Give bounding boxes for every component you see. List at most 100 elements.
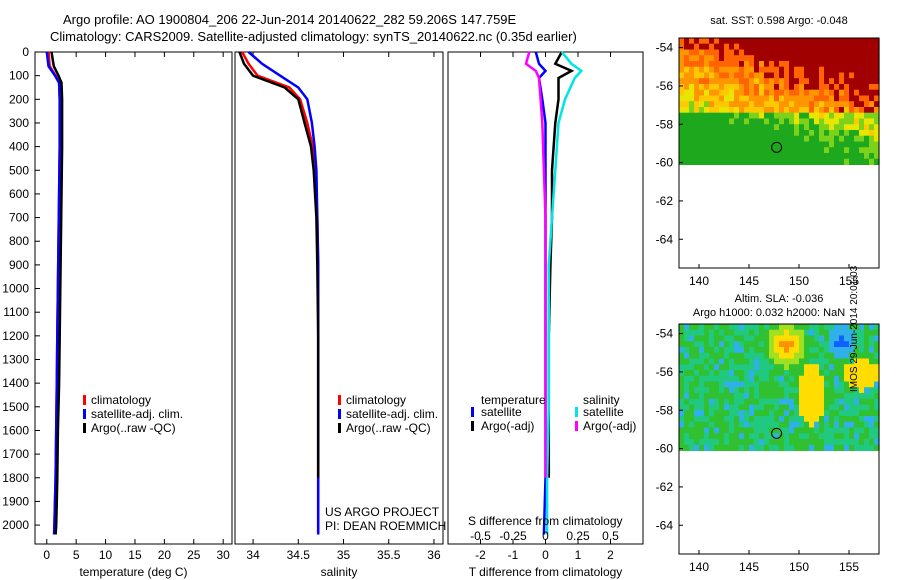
- heatmap-cell: [869, 118, 875, 125]
- heatmap-cell: [679, 147, 685, 154]
- heatmap-cell: [734, 95, 740, 102]
- heatmap-cell: [814, 66, 820, 73]
- heatmap-cell: [724, 381, 730, 388]
- heatmap-cell: [849, 381, 855, 388]
- heatmap-cell: [854, 141, 860, 148]
- heatmap-cell: [699, 95, 705, 102]
- heatmap-cell: [859, 141, 865, 148]
- heatmap-cell: [819, 335, 825, 342]
- heatmap-cell: [719, 381, 725, 388]
- heatmap-cell: [849, 358, 855, 365]
- heatmap-cell: [779, 130, 785, 137]
- heatmap-cell: [749, 416, 755, 423]
- heatmap-cell: [789, 375, 795, 382]
- heatmap-cell: [799, 158, 805, 165]
- heatmap-cell: [699, 433, 705, 440]
- heatmap-cell: [774, 352, 780, 359]
- heatmap-cell: [754, 439, 760, 446]
- heatmap-cell: [779, 421, 785, 428]
- heatmap-cell: [714, 72, 720, 79]
- heatmap-cell: [849, 61, 855, 68]
- heatmap-cell: [734, 112, 740, 119]
- legend-swatch: [338, 395, 341, 405]
- heatmap-cell: [789, 158, 795, 165]
- heatmap-cell: [689, 78, 695, 85]
- heatmap-cell: [804, 404, 810, 411]
- heatmap-cell: [689, 439, 695, 446]
- heatmap-cell: [844, 101, 850, 108]
- heatmap-cell: [774, 95, 780, 102]
- heatmap-cell: [819, 381, 825, 388]
- heatmap-cell: [874, 89, 880, 96]
- heatmap-cell: [749, 347, 755, 354]
- heatmap-cell: [819, 358, 825, 365]
- heatmap-cell: [839, 329, 845, 336]
- y-tick-label: 1200: [2, 329, 29, 343]
- heatmap-cell: [739, 95, 745, 102]
- heatmap-cell: [784, 89, 790, 96]
- heatmap-cell: [754, 393, 760, 400]
- heatmap-cell: [724, 38, 730, 45]
- heatmap-cell: [684, 118, 690, 125]
- heatmap-cell: [774, 347, 780, 354]
- heatmap-cell: [689, 43, 695, 50]
- heatmap-cell: [714, 61, 720, 68]
- heatmap-cell: [864, 352, 870, 359]
- map-subtitle: Argo h1000: 0.032 h2000: NaN: [693, 307, 845, 319]
- heatmap-cell: [759, 55, 765, 62]
- heatmap-cell: [784, 66, 790, 73]
- heatmap-cell: [739, 43, 745, 50]
- heatmap-cell: [874, 158, 880, 165]
- heatmap-cell: [719, 49, 725, 56]
- heatmap-cell: [789, 393, 795, 400]
- heatmap-cell: [864, 101, 870, 108]
- heatmap-cell: [704, 352, 710, 359]
- heatmap-cell: [869, 130, 875, 137]
- heatmap-cell: [749, 393, 755, 400]
- heatmap-cell: [844, 427, 850, 434]
- heatmap-cell: [679, 416, 685, 423]
- heatmap-cell: [734, 49, 740, 56]
- x-tick-label: 0: [542, 548, 549, 562]
- x-tick-label: 10: [99, 548, 113, 562]
- heatmap-cell: [814, 439, 820, 446]
- heatmap-cell: [809, 124, 815, 131]
- heatmap-cell: [784, 95, 790, 102]
- heatmap-cell: [849, 55, 855, 62]
- legend-label: satellite-adj. clim.: [91, 407, 183, 421]
- heatmap-cell: [814, 352, 820, 359]
- series-line: [50, 51, 64, 535]
- heatmap-cell: [784, 398, 790, 405]
- heatmap-cell: [739, 61, 745, 68]
- heatmap-cell: [709, 78, 715, 85]
- heatmap-cell: [844, 89, 850, 96]
- heatmap-cell: [699, 43, 705, 50]
- heatmap-cell: [864, 72, 870, 79]
- heatmap-cell: [684, 112, 690, 119]
- heatmap-cell: [824, 381, 830, 388]
- heatmap-cell: [729, 153, 735, 160]
- heatmap-cell: [709, 370, 715, 377]
- heatmap-cell: [824, 416, 830, 423]
- heatmap-cell: [819, 352, 825, 359]
- heatmap-cell: [699, 158, 705, 165]
- heatmap-cell: [729, 329, 735, 336]
- heatmap-cell: [844, 324, 850, 331]
- heatmap-cell: [829, 61, 835, 68]
- heatmap-cell: [834, 341, 840, 348]
- heatmap-cell: [754, 55, 760, 62]
- heatmap-cell: [724, 153, 730, 160]
- heatmap-cell: [844, 147, 850, 154]
- heatmap-cell: [794, 49, 800, 56]
- heatmap-cell: [799, 124, 805, 131]
- x-tick-label: 140: [689, 560, 709, 574]
- heatmap-cell: [774, 158, 780, 165]
- heatmap-cell: [704, 84, 710, 91]
- heatmap-cell: [699, 107, 705, 114]
- heatmap-cell: [799, 329, 805, 336]
- heatmap-cell: [829, 410, 835, 417]
- heatmap-cell: [834, 381, 840, 388]
- heatmap-cell: [734, 341, 740, 348]
- heatmap-cell: [684, 410, 690, 417]
- heatmap-cell: [809, 364, 815, 371]
